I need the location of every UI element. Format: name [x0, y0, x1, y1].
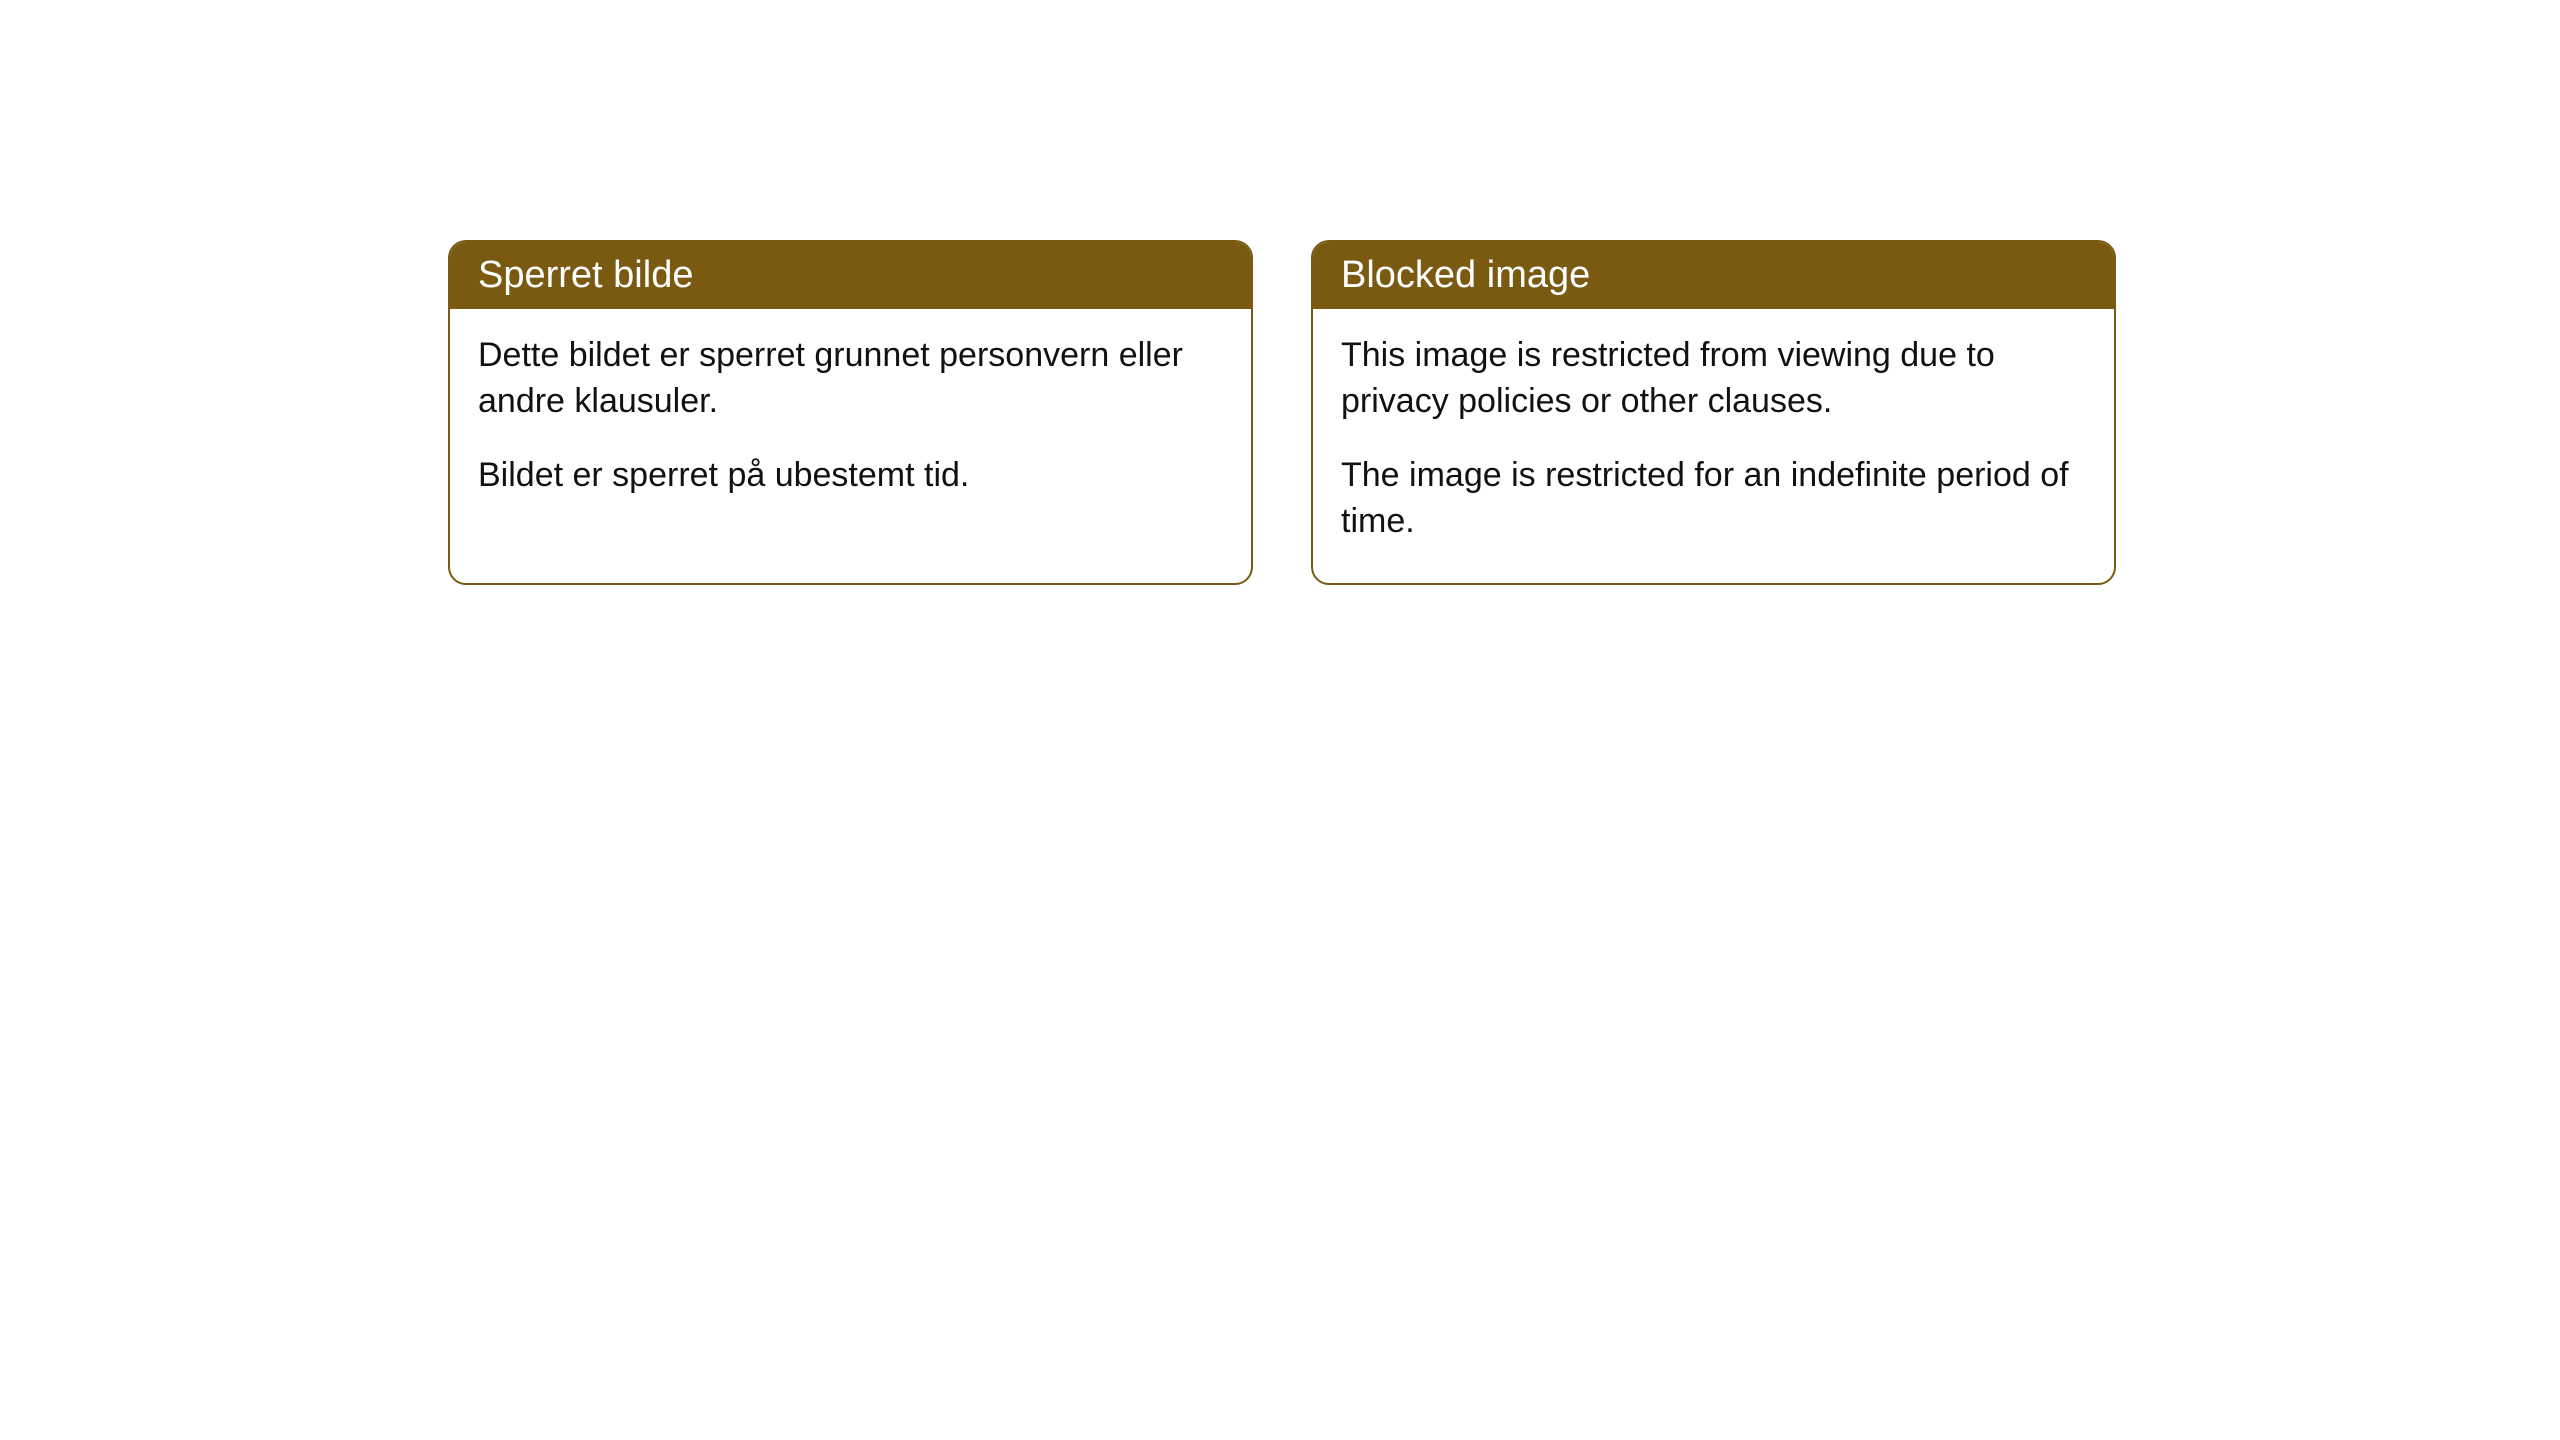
card-body: This image is restricted from viewing du… — [1313, 309, 2114, 583]
card-body: Dette bildet er sperret grunnet personve… — [450, 309, 1251, 537]
card-paragraph: This image is restricted from viewing du… — [1341, 333, 2086, 425]
card-paragraph: The image is restricted for an indefinit… — [1341, 453, 2086, 545]
notice-cards-container: Sperret bilde Dette bildet er sperret gr… — [448, 240, 2116, 585]
notice-card-norwegian: Sperret bilde Dette bildet er sperret gr… — [448, 240, 1253, 585]
card-header: Sperret bilde — [450, 242, 1251, 309]
card-paragraph: Dette bildet er sperret grunnet personve… — [478, 333, 1223, 425]
notice-card-english: Blocked image This image is restricted f… — [1311, 240, 2116, 585]
card-header: Blocked image — [1313, 242, 2114, 309]
card-title: Blocked image — [1341, 254, 1590, 296]
card-paragraph: Bildet er sperret på ubestemt tid. — [478, 453, 1223, 499]
card-title: Sperret bilde — [478, 254, 693, 296]
